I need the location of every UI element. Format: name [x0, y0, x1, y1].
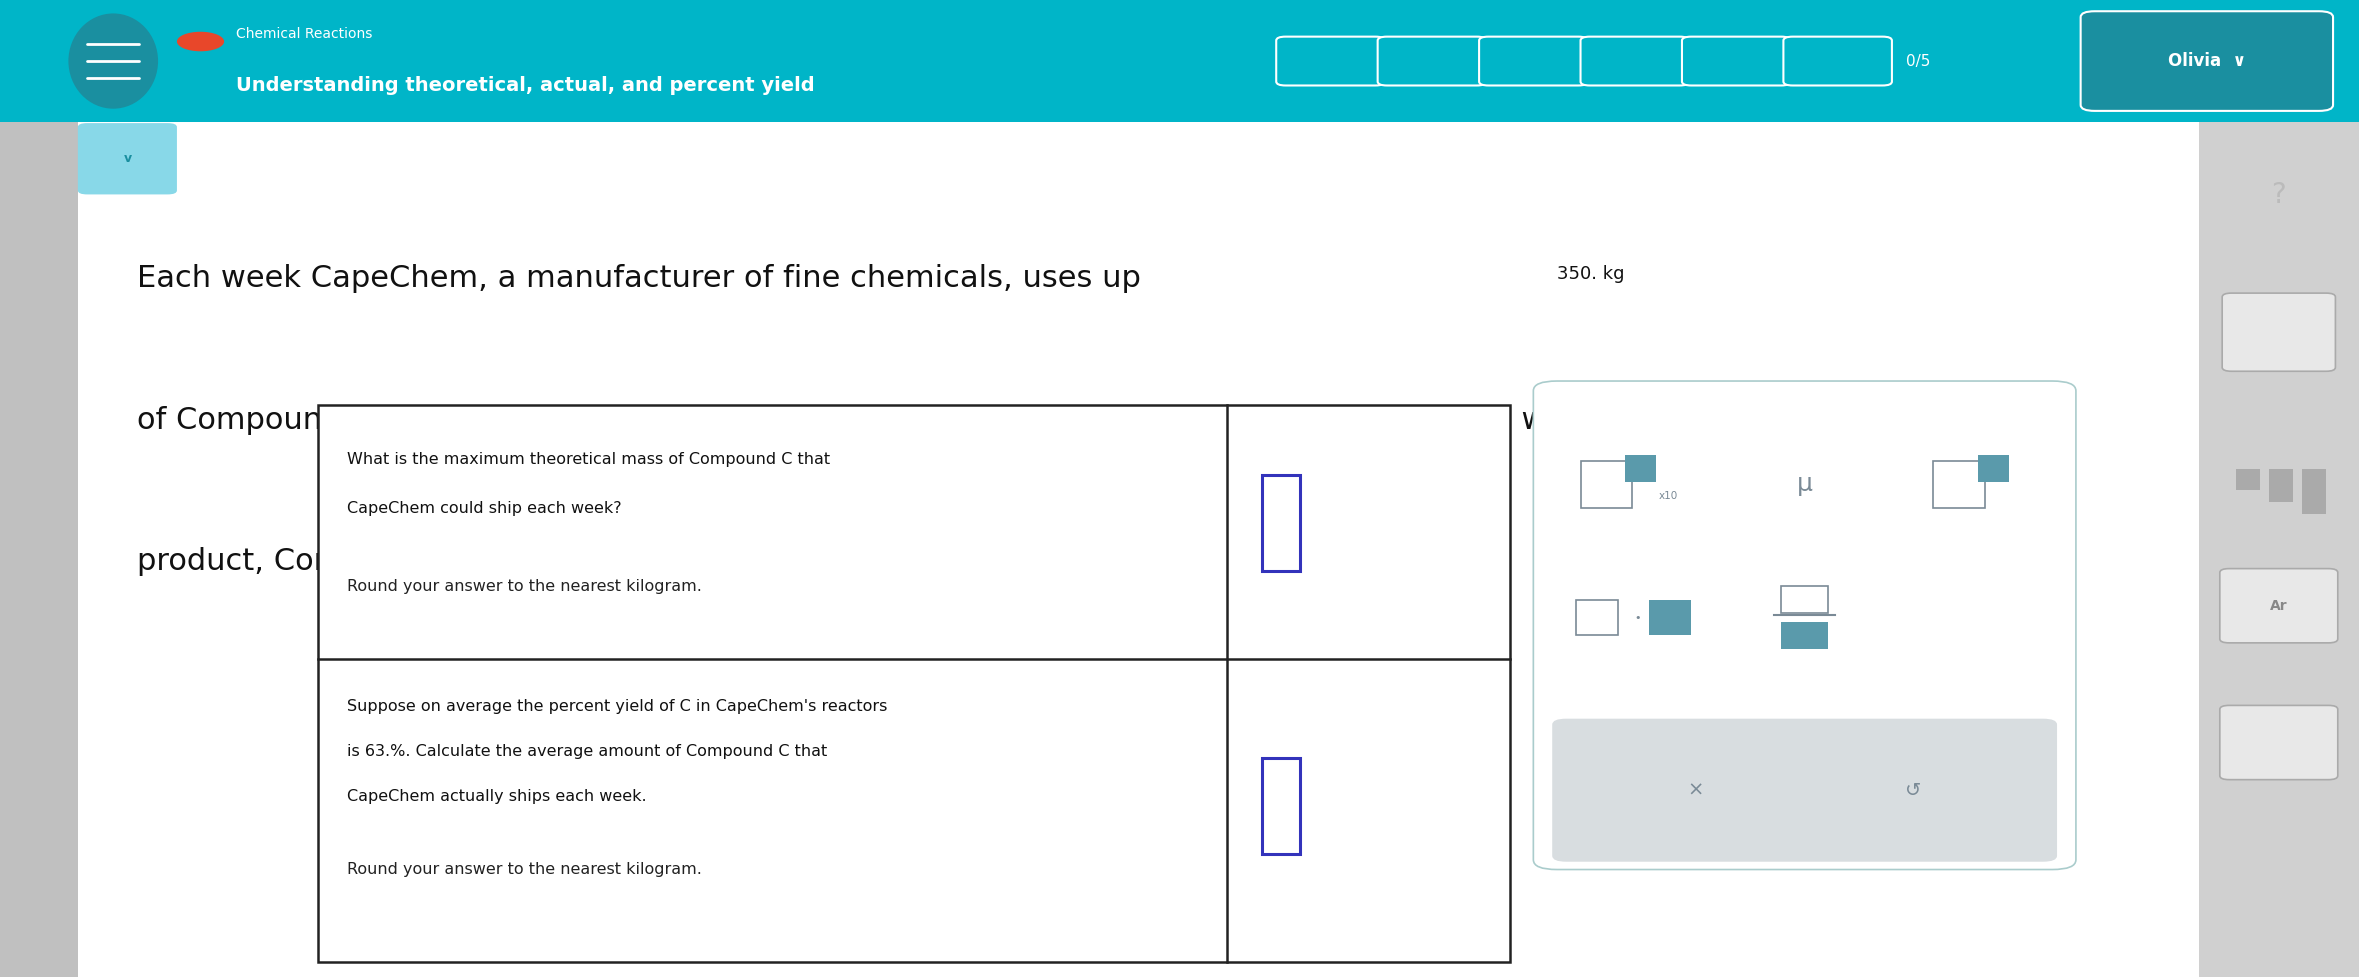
Bar: [78, 122, 2199, 977]
Text: x10: x10: [1658, 491, 1677, 501]
Text: Olivia  ∨: Olivia ∨: [2168, 52, 2246, 70]
Text: in a reaction with only one: in a reaction with only one: [1321, 405, 1727, 435]
Bar: [1649, 600, 1691, 635]
Text: v: v: [123, 152, 132, 165]
Text: Suppose on average the percent yield of C in CapeChem's reactors: Suppose on average the percent yield of …: [347, 699, 887, 714]
Text: Each week CapeChem, a manufacturer of fine chemicals, uses up: Each week CapeChem, a manufacturer of fi…: [137, 264, 1142, 293]
Bar: [2302, 469, 2326, 514]
FancyBboxPatch shape: [78, 123, 177, 194]
Text: μ: μ: [1798, 472, 1812, 496]
Bar: [2199, 122, 2359, 977]
Text: Understanding theoretical, actual, and percent yield: Understanding theoretical, actual, and p…: [236, 76, 814, 95]
Text: Ar: Ar: [2269, 599, 2288, 613]
Bar: [318, 405, 1510, 962]
Text: ↺: ↺: [1906, 781, 1923, 800]
Text: •: •: [1635, 613, 1640, 622]
FancyBboxPatch shape: [2081, 12, 2333, 110]
FancyBboxPatch shape: [1378, 36, 1486, 86]
FancyBboxPatch shape: [1262, 475, 1300, 571]
Text: CapeChem could ship each week?: CapeChem could ship each week?: [347, 500, 620, 516]
Ellipse shape: [68, 14, 158, 108]
Bar: [1934, 461, 1986, 508]
Bar: [2269, 469, 2293, 502]
Text: CapeChem actually ships each week.: CapeChem actually ships each week.: [347, 788, 646, 804]
FancyBboxPatch shape: [1552, 719, 2057, 862]
Bar: [2236, 469, 2260, 490]
FancyBboxPatch shape: [1682, 36, 1790, 86]
Bar: [1979, 454, 2010, 482]
Bar: [1576, 600, 1618, 635]
Text: Round your answer to the nearest kilogram.: Round your answer to the nearest kilogra…: [347, 578, 701, 594]
Text: product, Compound: product, Compound: [137, 547, 439, 576]
Bar: [1781, 585, 1828, 613]
Text: of Compound: of Compound: [811, 405, 1017, 435]
Text: C.: C.: [656, 563, 675, 580]
Bar: [0, 0, 2359, 122]
Text: 350. kg: 350. kg: [1557, 265, 1625, 282]
Circle shape: [177, 32, 224, 51]
Text: ?: ?: [2272, 182, 2286, 209]
Text: Chemical Reactions: Chemical Reactions: [236, 27, 373, 41]
Text: What is the maximum theoretical mass of Compound C that: What is the maximum theoretical mass of …: [347, 451, 830, 467]
Text: A: A: [495, 424, 507, 442]
Text: is 63.%. Calculate the average amount of Compound C that: is 63.%. Calculate the average amount of…: [347, 743, 828, 759]
Text: Round your answer to the nearest kilogram.: Round your answer to the nearest kilogra…: [347, 862, 701, 877]
FancyBboxPatch shape: [1581, 36, 1689, 86]
Bar: [0, 0, 78, 977]
FancyBboxPatch shape: [1276, 36, 1385, 86]
Text: B: B: [1281, 424, 1293, 442]
Text: and: and: [538, 405, 594, 435]
Bar: [1625, 454, 1656, 482]
FancyBboxPatch shape: [1479, 36, 1588, 86]
Text: of Compound: of Compound: [137, 405, 342, 435]
FancyBboxPatch shape: [1262, 758, 1300, 854]
Bar: [1581, 461, 1632, 508]
FancyBboxPatch shape: [2222, 293, 2335, 371]
Text: 1000. kg: 1000. kg: [651, 406, 729, 424]
Text: 0/5: 0/5: [1906, 54, 1930, 68]
FancyBboxPatch shape: [2220, 569, 2338, 643]
Bar: [1781, 621, 1828, 649]
FancyBboxPatch shape: [1533, 381, 2076, 870]
FancyBboxPatch shape: [1783, 36, 1892, 86]
Text: ×: ×: [1687, 781, 1703, 800]
FancyBboxPatch shape: [2220, 705, 2338, 780]
